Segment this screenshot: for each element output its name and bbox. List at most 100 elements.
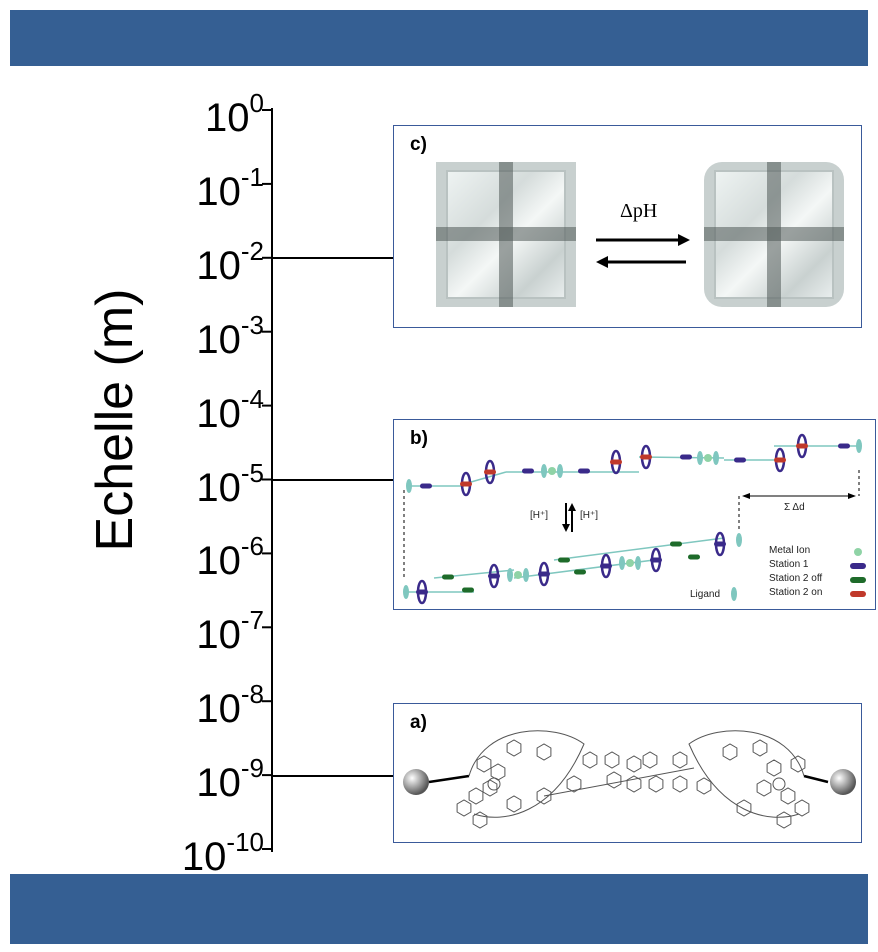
tick-label-base: 10 [181,835,227,879]
molecule-rings [456,730,810,829]
panel-a: a) [393,703,862,843]
station-2-off [558,557,570,563]
aromatic-ring [506,739,522,757]
aromatic-ring [736,799,752,817]
tick-label-base: 10 [196,687,241,732]
tick-label: 10-3 [120,312,264,360]
aromatic-ring [626,755,642,773]
station-1 [488,573,500,579]
tick-label: 10-10 [120,829,264,879]
aromatic-ring [722,743,738,761]
metal-ion [626,559,634,567]
tick-label-base: 10 [196,391,241,436]
tick-label-base: 10 [205,96,250,140]
station-2-on [796,443,808,449]
ligand [507,568,513,582]
legend-station-2-on-icon [850,591,866,597]
station-2-off [670,541,682,547]
legend-symbols [731,548,866,601]
ligand [736,533,742,547]
aromatic-ring [780,787,796,805]
tick-label-exponent: -10 [226,827,264,857]
aromatic-ring [776,811,792,829]
sum-delta-d-label: Σ Δd [784,502,805,513]
ligand [713,451,719,465]
ligand [557,464,563,478]
panel-b-label: b) [410,428,428,449]
tick-label: 10-1 [120,164,264,214]
station-2-off [574,569,586,575]
legend-metal-ion-icon [854,548,862,556]
tick-label-base: 10 [196,465,241,510]
rotaxane-structure-diagram [403,730,856,829]
tick-label-base: 10 [196,539,241,584]
panel-b: b) [H⁺] [H⁺] Σ Δd Metal Ion Station 1 Stat… [393,419,876,610]
delta-ph-label: ΔpH [620,200,658,222]
metal-ion [704,454,712,462]
aromatic-ring [536,743,552,761]
tick-label: 10-5 [120,460,264,510]
aromatic-ring [582,751,598,769]
station-2-on [460,481,472,487]
tick-label-base: 10 [196,613,241,658]
aromatic-ring [536,787,552,805]
station-1 [714,541,726,547]
ligand [403,585,409,599]
tick-label-base: 10 [196,169,241,214]
tick-label: 10-9 [120,755,264,803]
panel-c: c) ΔpH [393,125,862,328]
aromatic-ring [506,795,522,813]
station-1 [538,571,550,577]
station-1 [600,563,612,569]
aromatic-ring [468,787,484,805]
tick-label-exponent: -7 [240,605,264,636]
legend-item: Station 2 on [769,587,823,598]
station-1 [578,468,590,474]
metal-ion [514,571,522,579]
tick-label-exponent: -3 [240,309,264,340]
station-1 [838,443,850,449]
tick-label-exponent: -2 [240,235,264,266]
tick-label: 10-8 [120,681,264,732]
metal-center [487,777,501,791]
tick-label-base: 10 [196,243,241,288]
aromatic-ring [794,799,810,817]
bottom-banner [10,874,868,944]
aromatic-ring [604,751,620,769]
tick-label-exponent: -1 [240,161,264,192]
aromatic-ring [672,751,688,769]
aromatic-ring [566,775,582,793]
aromatic-ring [642,751,658,769]
station-2-on [774,457,786,463]
tick-label-exponent: 0 [249,88,264,118]
legend-item: Station 2 off [769,573,823,584]
tick-label: 100 [120,90,264,140]
station-2-off [442,574,454,580]
ligand [856,439,862,453]
station-1 [650,557,662,563]
chain-extended [406,433,862,497]
tick-label: 10-2 [120,238,264,288]
aromatic-ring [756,779,772,797]
equilibrium-arrows-icon [596,234,690,268]
legend-station-1-icon [850,563,866,569]
tick-label-exponent: -6 [240,531,264,562]
station-1 [522,468,534,474]
legend: Metal Ion Station 1 Station 2 off Station 2… [769,545,822,601]
aromatic-ring [766,759,782,777]
aromatic-ring [476,755,492,773]
station-1 [420,483,432,489]
top-banner [10,10,868,66]
ligand [523,568,529,582]
metal-ion [548,467,556,475]
stopper-left-icon [403,769,429,795]
aromatic-ring [648,775,664,793]
station-2-on [484,469,496,475]
aromatic-ring [752,739,768,757]
chain-contracted [403,531,742,605]
aromatic-ring [472,811,488,829]
station-2-on [640,454,652,460]
legend-ligand-icon [731,587,737,601]
station-2-on [610,459,622,465]
stopper-right-icon [830,769,856,795]
